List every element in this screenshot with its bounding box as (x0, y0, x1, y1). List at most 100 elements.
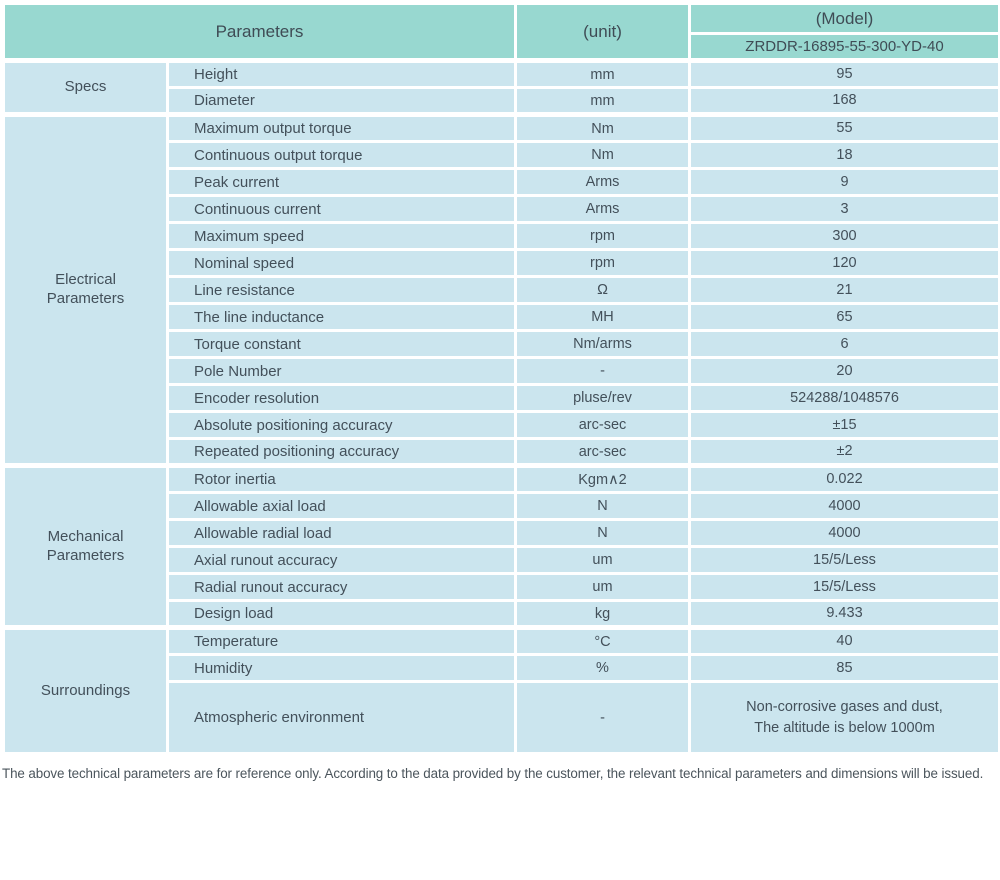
param-value: 168 (688, 86, 1000, 117)
param-name: Nominal speed (166, 248, 517, 279)
param-name: Continuous current (166, 194, 517, 225)
param-name: Atmospheric environment (166, 680, 517, 756)
param-name: Axial runout accuracy (166, 545, 517, 576)
table-row: Allowable radial load N 4000 (4, 518, 1000, 549)
footnote-text: The above technical parameters are for r… (2, 766, 984, 782)
param-value: 18 (688, 140, 1000, 171)
table-row: Line resistance Ω 21 (4, 275, 1000, 306)
param-unit: - (514, 356, 691, 387)
spec-table-body: Specs Height mm 95 Diameter mm 168 Electrical P… (2, 57, 1000, 756)
table-row: Torque constant Nm/arms 6 (4, 329, 1000, 360)
param-unit: MH (514, 302, 691, 333)
param-name: Temperature (166, 625, 517, 657)
param-name: Design load (166, 599, 517, 630)
table-row: Maximum speed rpm 300 (4, 221, 1000, 252)
header-model: (Model) (688, 2, 1000, 35)
param-unit: arc-sec (514, 437, 691, 468)
param-value: 21 (688, 275, 1000, 306)
header-parameters: Parameters (2, 2, 517, 62)
param-value: 15/5/Less (688, 545, 1000, 576)
param-unit: Ω (514, 275, 691, 306)
spec-table-header: Parameters (unit) (Model) ZRDDR-16895-55… (2, 2, 1000, 62)
param-value: 55 (688, 112, 1000, 144)
param-value: Non-corrosive gases and dust, The altitu… (688, 680, 1000, 756)
param-name: Repeated positioning accuracy (166, 437, 517, 468)
param-unit: Arms (514, 194, 691, 225)
param-unit: % (514, 653, 691, 684)
table-row: Continuous current Arms 3 (4, 194, 1000, 225)
group-cell-specs: Specs (2, 57, 169, 117)
param-value: 4000 (688, 518, 1000, 549)
group-cell-surroundings: Surroundings (2, 625, 169, 756)
param-value: 65 (688, 302, 1000, 333)
param-name: Height (166, 57, 517, 90)
table-row: Encoder resolution pluse/rev 524288/104857… (4, 383, 1000, 414)
table-row: Design load kg 9.433 (4, 599, 1000, 630)
param-unit: Nm (514, 140, 691, 171)
param-value: ±15 (688, 410, 1000, 441)
table-row: Electrical Parameters Maximum output torq… (2, 112, 1000, 468)
param-name: Humidity (166, 653, 517, 684)
param-name: Radial runout accuracy (166, 572, 517, 603)
param-value: 3 (688, 194, 1000, 225)
param-unit: Nm/arms (514, 329, 691, 360)
param-value: 9.433 (688, 599, 1000, 630)
table-row: Specs Height mm 95 (2, 57, 1000, 117)
param-name: Diameter (166, 86, 517, 117)
param-name: Allowable axial load (166, 491, 517, 522)
param-unit: N (514, 518, 691, 549)
param-unit: °C (514, 625, 691, 657)
param-unit: rpm (514, 221, 691, 252)
param-name: Maximum speed (166, 221, 517, 252)
group-cell-mechanical-parameters: Mechanical Parameters (2, 463, 169, 630)
param-unit: mm (514, 86, 691, 117)
param-value: 20 (688, 356, 1000, 387)
param-value: ±2 (688, 437, 1000, 468)
header-unit: (unit) (514, 2, 691, 62)
param-value: 4000 (688, 491, 1000, 522)
spec-table: Parameters (unit) (Model) ZRDDR-16895-55… (2, 2, 1000, 756)
table-row: Diameter mm 168 (4, 86, 1000, 117)
param-unit: Arms (514, 167, 691, 198)
param-unit: um (514, 545, 691, 576)
param-name: The line inductance (166, 302, 517, 333)
param-unit: kg (514, 599, 691, 630)
param-unit: - (514, 680, 691, 756)
table-row: Peak current Arms 9 (4, 167, 1000, 198)
param-value: 95 (688, 57, 1000, 90)
param-name: Torque constant (166, 329, 517, 360)
group-cell-electrical-parameters: Electrical Parameters (2, 112, 169, 468)
param-unit: arc-sec (514, 410, 691, 441)
param-value: 0.022 (688, 463, 1000, 495)
param-name: Encoder resolution (166, 383, 517, 414)
param-unit: Kgm∧2 (514, 463, 691, 495)
param-value: 9 (688, 167, 1000, 198)
table-row: Allowable axial load N 4000 (4, 491, 1000, 522)
param-name: Absolute positioning accuracy (166, 410, 517, 441)
table-row: Repeated positioning accuracy arc-sec ±2 (4, 437, 1000, 468)
table-row: Radial runout accuracy um 15/5/Less (4, 572, 1000, 603)
param-name: Line resistance (166, 275, 517, 306)
param-unit: N (514, 491, 691, 522)
table-row: Surroundings Temperature °C 40 (2, 625, 1000, 756)
param-value: 120 (688, 248, 1000, 279)
param-unit: Nm (514, 112, 691, 144)
table-row: Nominal speed rpm 120 (4, 248, 1000, 279)
param-name: Pole Number (166, 356, 517, 387)
param-name: Continuous output torque (166, 140, 517, 171)
param-value: 85 (688, 653, 1000, 684)
table-row: Absolute positioning accuracy arc-sec ±15 (4, 410, 1000, 441)
param-value: 15/5/Less (688, 572, 1000, 603)
param-name: Allowable radial load (166, 518, 517, 549)
param-value: 6 (688, 329, 1000, 360)
param-value: 300 (688, 221, 1000, 252)
param-unit: pluse/rev (514, 383, 691, 414)
table-row: The line inductance MH 65 (4, 302, 1000, 333)
param-name: Peak current (166, 167, 517, 198)
param-name: Maximum output torque (166, 112, 517, 144)
table-row: Axial runout accuracy um 15/5/Less (4, 545, 1000, 576)
param-value: 40 (688, 625, 1000, 657)
table-row: Pole Number -20 (4, 356, 1000, 387)
header-model-number: ZRDDR-16895-55-300-YD-40 (688, 32, 1000, 62)
